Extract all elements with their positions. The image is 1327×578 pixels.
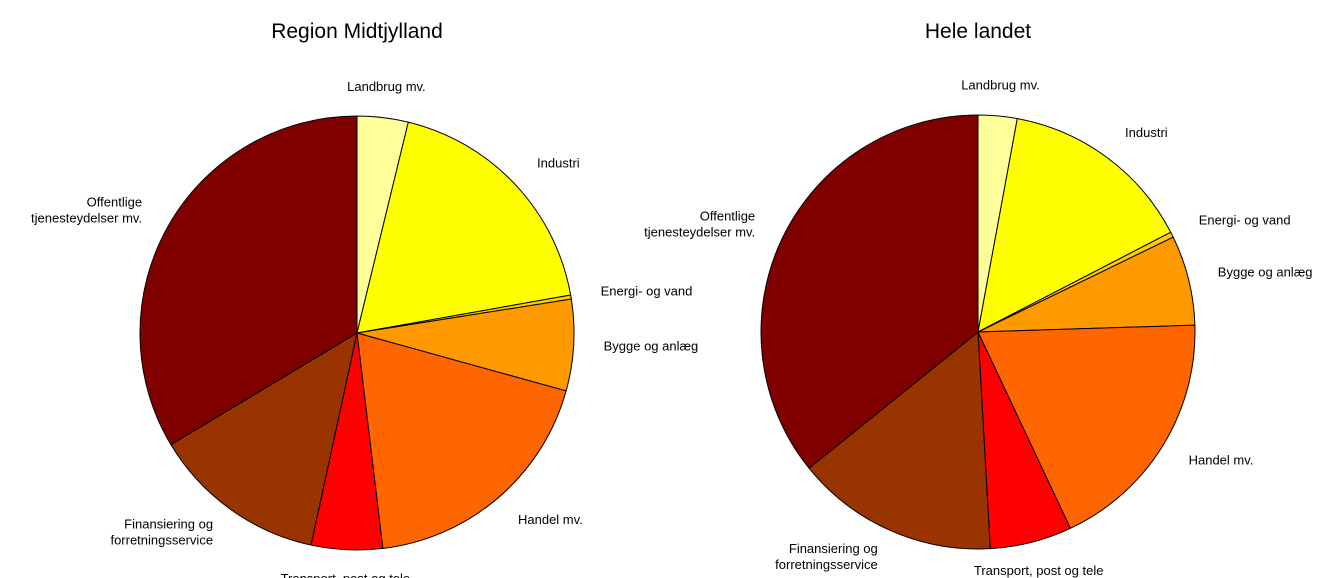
pie-slice: [760, 114, 979, 469]
slice-label: Energi- og vand: [1199, 213, 1291, 228]
slice-label: Handel mv.: [1189, 452, 1254, 467]
pie-slice: [170, 331, 358, 546]
slice-label: Landbrug mv.: [347, 79, 426, 94]
pie-slice: [356, 332, 567, 550]
pie-slice: [977, 324, 1196, 530]
slice-label: Offentlige tjenesteydelser mv.: [644, 209, 755, 240]
pie-slice: [808, 330, 991, 550]
slice-label: Industri: [537, 155, 580, 170]
slice-label: Handel mv.: [518, 512, 583, 527]
chart-title: Hele landet: [925, 20, 1031, 43]
slice-label: Offentlige tjenesteydelser mv.: [31, 195, 142, 226]
pie-slice: [977, 118, 1172, 333]
slice-label: Bygge og anlæg: [604, 338, 699, 353]
slice-label: Landbrug mv.: [961, 77, 1040, 92]
slice-label: Bygge og anlæg: [1218, 264, 1313, 279]
slice-label: Transport, post og tele: [974, 563, 1104, 578]
pie-slice: [356, 121, 572, 334]
slice-label: Energi- og vand: [601, 284, 693, 299]
slice-label: Industri: [1125, 125, 1168, 140]
slice-label: Transport, post og tele: [281, 571, 411, 578]
chart-title: Region Midtjylland: [271, 20, 443, 43]
pie-slice: [139, 115, 358, 446]
slice-label: Finansiering og forretningsservice: [110, 517, 213, 548]
slice-label: Finansiering og forretningsservice: [775, 541, 878, 572]
